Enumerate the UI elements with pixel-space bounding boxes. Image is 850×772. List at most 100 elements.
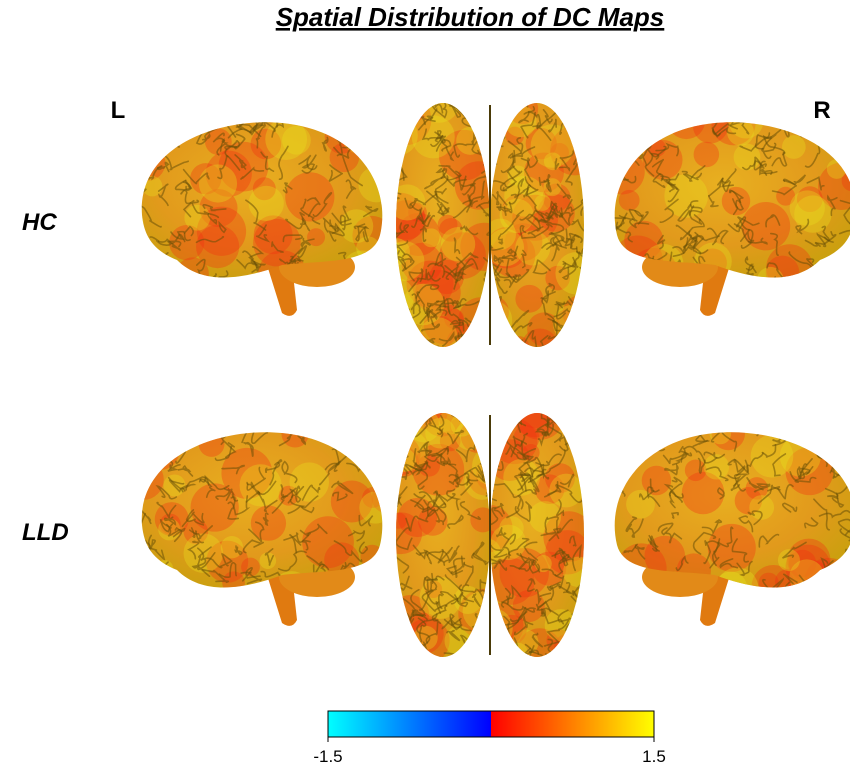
sulcus: [282, 234, 303, 243]
sulcus: [813, 498, 830, 531]
sulcus: [191, 546, 212, 569]
sulcus: [559, 150, 575, 172]
sulcus: [447, 514, 464, 529]
activation-blob: [528, 501, 561, 534]
sulcus: [534, 588, 552, 606]
sulcus: [456, 251, 479, 266]
sulcus: [804, 239, 821, 247]
activation-blob: [749, 495, 775, 520]
activation-blob: [169, 225, 205, 261]
sulcus: [453, 143, 475, 158]
colorbar: [327, 710, 655, 738]
sulcus: [528, 557, 541, 573]
sulcus: [517, 606, 536, 622]
activation-blob: [614, 122, 625, 156]
sulcus: [796, 466, 811, 480]
sulcus: [439, 93, 464, 102]
activation-blob: [360, 544, 383, 569]
sulcus: [215, 487, 231, 500]
sulcus: [184, 432, 198, 443]
sulcus: [782, 174, 807, 186]
sulcus: [798, 574, 820, 588]
sulcus: [183, 225, 194, 242]
sulcus: [400, 253, 415, 272]
activation-blob: [359, 491, 383, 524]
activation-blob: [141, 459, 164, 500]
sulcus: [345, 179, 357, 199]
sulcus: [615, 279, 632, 291]
sulcus: [174, 179, 192, 205]
sulcus: [316, 287, 340, 297]
sulcus: [408, 268, 424, 283]
activation-blob: [545, 530, 584, 575]
activation-blob: [265, 122, 308, 161]
sulcus: [684, 445, 718, 464]
sulcus: [396, 240, 409, 255]
activation-blob: [777, 549, 800, 572]
sulcus: [366, 422, 393, 448]
sulcus: [497, 234, 504, 245]
sulcus: [712, 229, 729, 246]
row-label: LLD: [22, 519, 69, 546]
sulcus: [543, 629, 561, 647]
sulcus: [558, 199, 573, 218]
sulcus: [410, 491, 435, 514]
sulcus: [767, 483, 794, 500]
sulcus: [141, 432, 154, 444]
sulcus: [257, 490, 278, 513]
top-brain: [396, 93, 584, 347]
sulcus: [644, 152, 660, 177]
sulcus: [567, 196, 584, 213]
sulcus: [219, 552, 234, 568]
sulcus: [477, 627, 490, 640]
sulcus: [739, 135, 772, 152]
sulcus: [396, 191, 402, 201]
sulcus: [507, 103, 529, 108]
sulcus: [476, 432, 488, 447]
sulcus: [616, 285, 629, 298]
sulcus: [467, 194, 478, 208]
sulcus: [695, 432, 710, 443]
sulcus: [541, 611, 565, 625]
sulcus: [155, 561, 169, 580]
sulcus: [112, 273, 138, 286]
sulcus: [545, 282, 556, 295]
sulcus: [470, 335, 486, 347]
sulcus: [196, 258, 206, 278]
sulcus: [628, 440, 650, 459]
sulcus: [534, 213, 547, 232]
sulcus: [546, 207, 563, 220]
sulcus: [688, 200, 703, 216]
sulcus: [501, 637, 519, 652]
sulcus: [451, 406, 459, 411]
sulcus: [421, 588, 448, 612]
sulcus: [375, 462, 383, 485]
sulcus: [197, 552, 216, 578]
sulcus: [573, 138, 584, 149]
sulcus: [410, 299, 421, 315]
activation-blob: [220, 536, 244, 559]
sulcus: [765, 214, 781, 228]
sulcus: [651, 158, 664, 176]
sulcus: [428, 413, 444, 438]
sulcus: [340, 130, 373, 144]
sulcus: [493, 628, 504, 646]
sulcus: [837, 443, 850, 459]
sulcus: [772, 453, 787, 477]
sulcus: [332, 491, 348, 502]
activation-blob: [141, 439, 148, 461]
colorbar-tick-label: 1.5: [642, 747, 666, 766]
sulcus: [448, 545, 460, 564]
sulcus: [425, 508, 445, 526]
sulcus: [372, 122, 383, 139]
sulcus: [501, 533, 517, 559]
sulcus: [733, 459, 746, 477]
sulcus: [126, 599, 142, 614]
sulcus: [434, 188, 449, 204]
sulcus: [199, 474, 230, 491]
sulcus: [499, 170, 523, 192]
activation-blob: [454, 161, 490, 210]
sulcus: [399, 654, 413, 657]
sulcus: [423, 499, 438, 517]
sulcus: [185, 476, 210, 491]
